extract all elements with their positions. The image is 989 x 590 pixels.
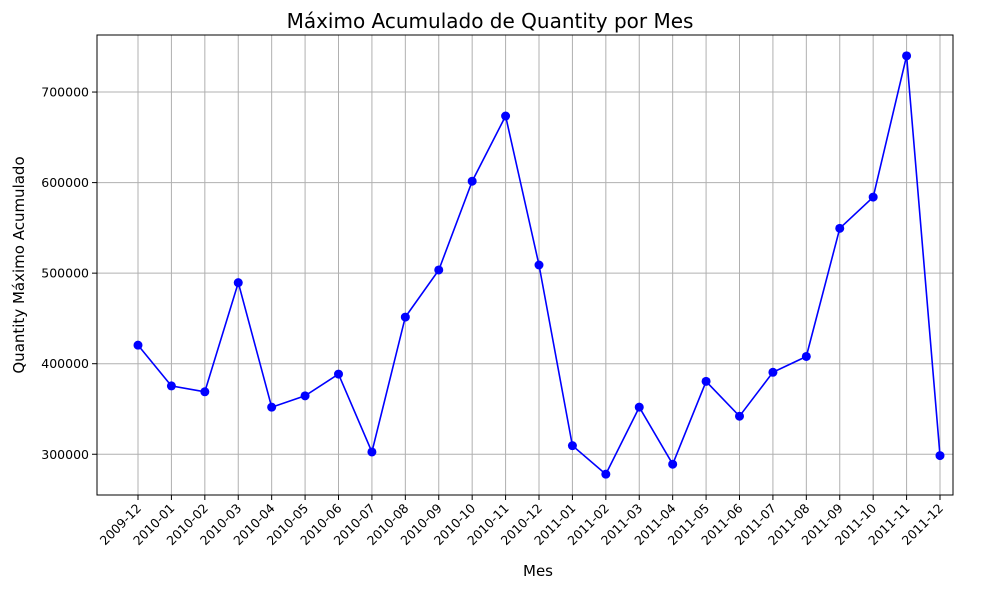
- data-point: [367, 447, 377, 457]
- data-point: [267, 402, 277, 412]
- data-point: [567, 441, 577, 451]
- y-tick-label: 500000: [41, 266, 89, 281]
- plot-area-frame: [96, 34, 954, 496]
- data-point: [200, 387, 210, 397]
- data-point: [902, 51, 912, 61]
- y-tick-label: 600000: [41, 175, 89, 190]
- y-tick-label: 300000: [41, 447, 89, 462]
- data-point: [300, 391, 310, 401]
- data-point: [668, 459, 678, 469]
- y-tick-label: 400000: [41, 356, 89, 371]
- data-point: [868, 192, 878, 202]
- x-axis: 2009-122010-012010-022010-032010-042010-…: [97, 495, 946, 548]
- data-series: [133, 51, 945, 479]
- y-tick-label: 700000: [41, 85, 89, 100]
- data-point: [634, 402, 644, 412]
- data-point: [735, 411, 744, 421]
- data-point: [835, 223, 845, 233]
- x-axis-label: Mes: [523, 562, 553, 580]
- data-point: [768, 367, 778, 377]
- data-point: [801, 351, 811, 361]
- data-point: [935, 451, 945, 461]
- data-point: [434, 265, 444, 275]
- data-point: [133, 340, 143, 350]
- chart-title: Máximo Acumulado de Quantity por Mes: [287, 9, 694, 33]
- data-point: [467, 176, 477, 186]
- data-point: [701, 376, 711, 386]
- y-axis: 300000 400000 500000 600000 700000: [41, 85, 97, 462]
- data-point: [334, 369, 343, 379]
- data-point: [166, 381, 176, 391]
- data-point: [233, 278, 243, 288]
- y-axis-label: Quantity Máximo Acumulado: [10, 156, 28, 373]
- data-point: [534, 260, 544, 270]
- data-point: [400, 312, 410, 322]
- data-point: [501, 111, 511, 121]
- data-point: [601, 469, 611, 479]
- grid-lines: [97, 35, 953, 495]
